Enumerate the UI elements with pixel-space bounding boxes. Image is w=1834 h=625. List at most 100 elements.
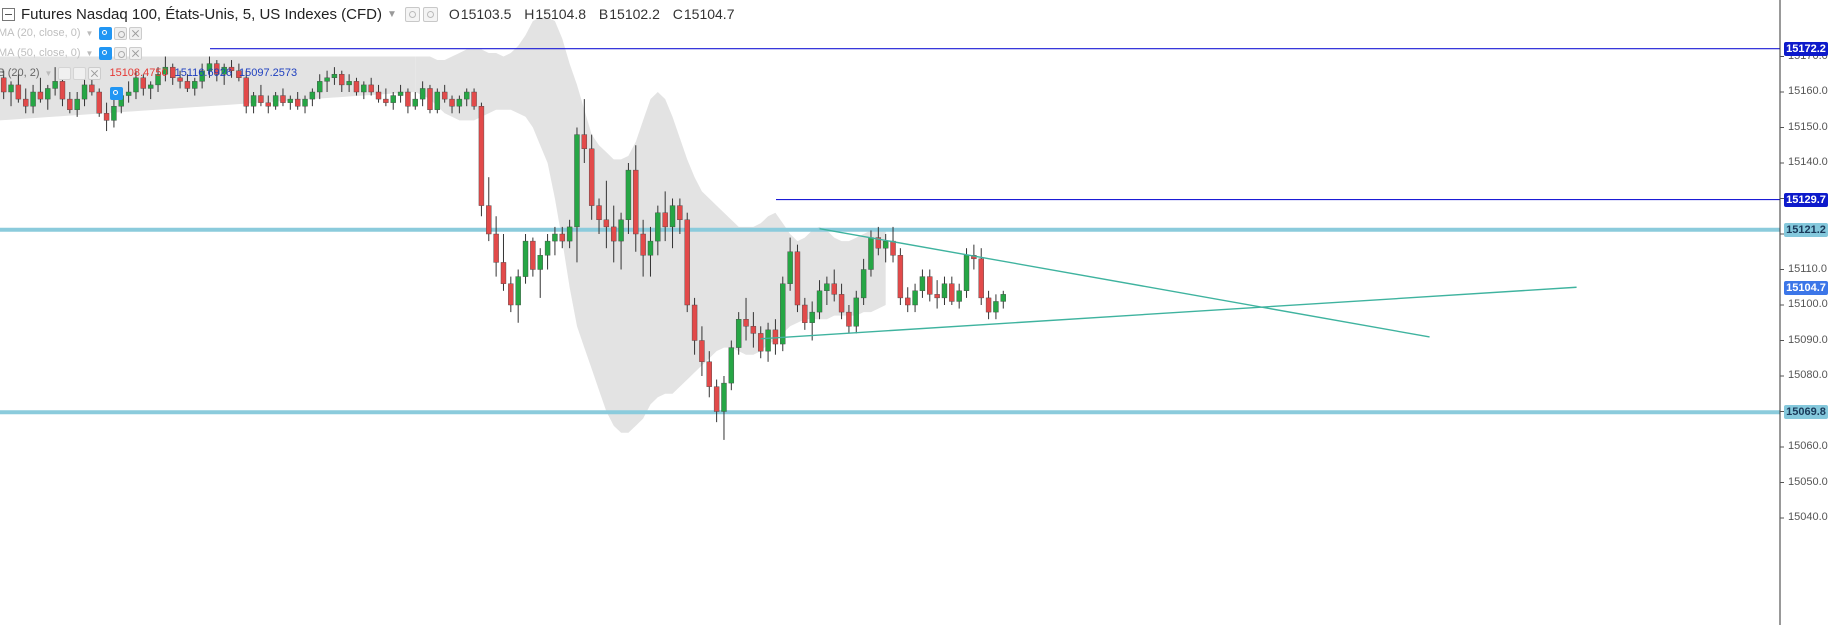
candle-body [978, 258, 984, 299]
candle-body [1000, 294, 1006, 302]
candle-body [96, 91, 102, 114]
candle-body [633, 169, 639, 235]
eye-icon[interactable] [99, 26, 113, 40]
close-icon[interactable] [88, 66, 102, 80]
candle-body [816, 290, 823, 313]
candle-body [133, 77, 139, 93]
bb-basis-value: 15108.4750 [109, 67, 168, 79]
candle-body [258, 95, 264, 103]
candle-body [647, 240, 654, 256]
ohlc-low-value: 15102.2 [609, 6, 660, 22]
eye-icon[interactable] [110, 86, 123, 100]
indicator-bb-name[interactable]: BB (20, 2) [0, 67, 40, 79]
gear-icon[interactable] [114, 26, 128, 40]
chevron-down-icon[interactable]: ▼ [386, 8, 397, 20]
indicator-ma50[interactable]: MA (50, close, 0) ▼ [0, 45, 144, 61]
indicator-ma20-name[interactable]: MA (20, close, 0) [0, 27, 81, 39]
candle-body [59, 81, 66, 100]
indicator-ma50-name[interactable]: MA (50, close, 0) [0, 47, 81, 59]
eye-icon[interactable] [99, 46, 113, 60]
horizontal-levels[interactable] [0, 48, 1780, 415]
candle-body [280, 95, 286, 103]
candle-body [890, 240, 896, 256]
ohlc-close-key: C [672, 6, 683, 22]
candle-body [8, 84, 14, 93]
candle-body [860, 269, 867, 299]
candle-body [559, 233, 565, 242]
candle-body [15, 84, 22, 100]
candle-body [272, 95, 279, 107]
candle-body [581, 134, 588, 150]
candle-body [493, 233, 499, 263]
candle-body [780, 283, 786, 345]
candle-body [243, 77, 249, 107]
chevron-down-icon[interactable]: ▼ [85, 28, 94, 38]
ohlc-open-key: O [448, 6, 460, 22]
candles [0, 56, 1006, 440]
y-tick-label: 15060.0 [1788, 440, 1828, 452]
candle-body [287, 98, 294, 103]
gear-icon[interactable] [114, 46, 128, 60]
candle-body [103, 113, 110, 121]
indicator-hidden-row[interactable] [0, 85, 125, 101]
candle-body [155, 74, 161, 86]
candle-body [434, 91, 441, 110]
candle-body [552, 233, 558, 242]
candle-body [199, 70, 205, 82]
candle-body [508, 283, 514, 306]
candle-body [919, 276, 926, 292]
y-tick-label: 15100.0 [1788, 298, 1828, 310]
price-tag: 15069.8 [1784, 405, 1828, 420]
candle-body [147, 84, 154, 89]
candle-body [758, 333, 764, 352]
indicator-ma20[interactable]: MA (20, close, 0) ▼ [0, 25, 144, 41]
candle-body [302, 98, 308, 107]
y-tick-label: 15140.0 [1788, 156, 1828, 168]
bb-lower-value: 15097.2573 [239, 67, 298, 79]
candle-body [486, 205, 492, 235]
chevron-down-icon[interactable]: ▼ [44, 68, 53, 78]
indicator-bb[interactable]: BB (20, 2) ▼ 15108.4750 15116.6926 15097… [0, 65, 297, 81]
candle-body [419, 88, 426, 100]
candle-body [721, 382, 727, 412]
close-icon[interactable] [129, 26, 143, 40]
candle-body [993, 301, 999, 313]
ohlc-high-key: H [524, 6, 535, 22]
chevron-down-icon[interactable]: ▼ [85, 48, 94, 58]
price-tag: 15121.2 [1784, 222, 1828, 237]
candle-body [735, 319, 742, 348]
price-axis[interactable] [1779, 0, 1784, 625]
candle-body [309, 91, 316, 100]
candle-body [471, 91, 477, 107]
candle-body [905, 297, 911, 306]
bb-values: 15108.4750 15116.6926 15097.2573 [109, 67, 297, 79]
settings-icon[interactable] [422, 6, 438, 22]
candle-body [985, 297, 992, 313]
y-tick-label: 15050.0 [1788, 475, 1828, 488]
candle-body [361, 84, 367, 93]
candle-body [324, 77, 330, 82]
candle-body [294, 98, 301, 107]
symbol-title[interactable]: Futures Nasdaq 100, États-Unis, 5, US In… [21, 5, 382, 23]
visibility-icon[interactable] [58, 66, 72, 80]
candle-body [912, 290, 918, 306]
collapse-icon[interactable] [2, 7, 15, 21]
symbol-header: Futures Nasdaq 100, États-Unis, 5, US In… [0, 3, 743, 25]
trendlines[interactable] [760, 227, 1577, 340]
candle-body [346, 81, 352, 86]
close-icon[interactable] [129, 46, 143, 60]
candle-body [809, 311, 815, 323]
candle-body [397, 91, 404, 96]
trendline[interactable] [760, 286, 1577, 340]
candle-body [67, 98, 73, 110]
trendline[interactable] [819, 227, 1430, 338]
visibility-icon[interactable] [404, 6, 420, 22]
gear-icon[interactable] [73, 66, 87, 80]
price-tag: 15172.2 [1784, 41, 1828, 56]
candle-body [456, 98, 463, 107]
candle-body [390, 95, 396, 103]
y-tick-label: 15160.0 [1788, 85, 1828, 97]
candle-body [412, 98, 418, 107]
